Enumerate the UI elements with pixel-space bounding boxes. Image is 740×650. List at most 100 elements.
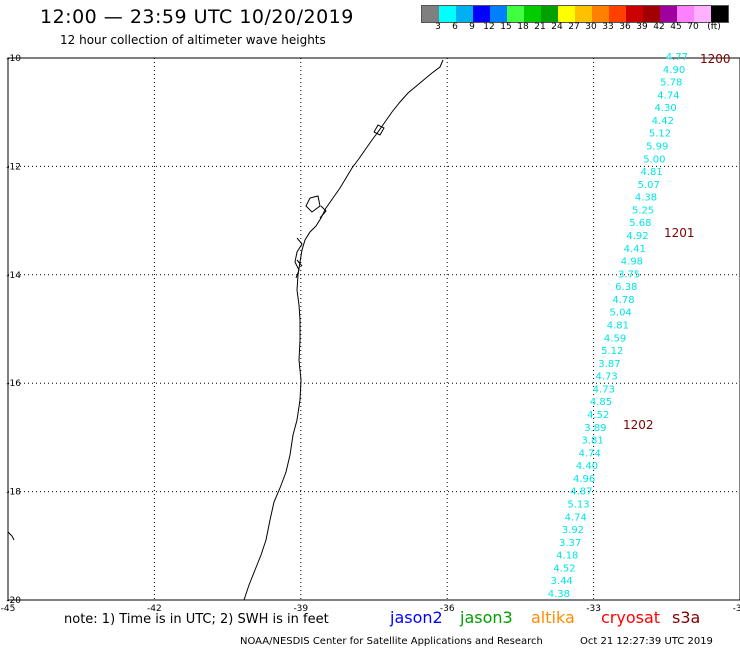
wave-height-label: 5.12: [601, 346, 623, 357]
wave-height-label: 4.52: [587, 410, 609, 421]
color-scale-label: 24: [551, 22, 563, 32]
wave-height-label: 4.74: [579, 448, 601, 459]
wave-height-label: 5.78: [660, 78, 682, 89]
map-subtitle: 12 hour collection of altimeter wave hei…: [60, 33, 326, 47]
color-swatch: [643, 6, 660, 22]
color-scale-label: 18: [517, 22, 529, 32]
wave-height-label: 3.89: [584, 423, 606, 434]
color-scale-label: 33: [602, 22, 614, 32]
color-scale-label: 15: [500, 22, 512, 32]
wave-height-label: 4.85: [590, 397, 612, 408]
legend-s3a: s3a: [672, 608, 701, 627]
wave-height-label: 4.92: [626, 231, 648, 242]
wave-height-label: 4.59: [604, 333, 626, 344]
color-scale-label: 9: [469, 22, 475, 32]
wave-height-label: 3.75: [618, 269, 640, 280]
longitude-label: -42: [147, 604, 162, 614]
legend-jason3: jason3: [460, 608, 513, 627]
latitude-label: -16: [6, 379, 21, 389]
wave-height-label: 4.52: [553, 563, 575, 574]
color-swatch: [507, 6, 524, 22]
wave-height-label: 4.41: [624, 244, 646, 255]
wave-height-label: 4.98: [621, 257, 643, 268]
map-title: 12:00 — 23:59 UTC 10/20/2019: [40, 6, 354, 28]
color-scale-label: 39: [636, 22, 648, 32]
wave-height-label: 4.38: [548, 589, 570, 600]
wave-height-label: 4.78: [612, 295, 634, 306]
wave-height-label: 4.96: [573, 474, 595, 485]
longitude-label: -36: [440, 604, 455, 614]
latitude-label: -10: [6, 54, 21, 64]
wave-height-label: 5.25: [632, 205, 654, 216]
color-swatch: [524, 6, 541, 22]
color-swatch: [456, 6, 473, 22]
axis-labels: -45 -42 -39 -36 -33 -30 -10 -12 -14 -16 -18 -20: [1, 54, 740, 614]
wave-height-label: 4.40: [576, 461, 598, 472]
wave-height-labels: 4.774.905.784.744.304.425.125.995.004.81…: [548, 52, 688, 600]
color-swatch: [541, 6, 558, 22]
wave-height-label: 3.44: [551, 576, 573, 587]
latitude-label: -14: [6, 271, 21, 281]
pass-time-label: 1201: [664, 226, 695, 240]
color-swatch: [422, 6, 439, 22]
wave-height-label: 4.87: [570, 487, 592, 498]
wave-height-label: 4.38: [635, 193, 657, 204]
wave-height-label: 4.73: [595, 372, 617, 383]
wave-height-label: 3.81: [581, 436, 603, 447]
legend-jason2: jason2: [390, 608, 443, 627]
legend-cryosat: cryosat: [601, 608, 661, 627]
wave-height-label: 5.13: [567, 500, 589, 511]
color-scale-label: 21: [534, 22, 546, 32]
color-swatch: [490, 6, 507, 22]
wave-height-label: 4.90: [663, 65, 685, 76]
color-swatch: [473, 6, 490, 22]
coastline-inlet: [294, 124, 385, 279]
latitude-label: -12: [6, 162, 21, 172]
color-scale-label: 45: [670, 22, 682, 32]
color-swatch: [626, 6, 643, 22]
wave-height-label: 4.81: [607, 321, 629, 332]
wave-height-label: 5.00: [643, 154, 665, 165]
wave-height-label: 4.77: [666, 52, 688, 63]
wave-height-label: 5.99: [646, 142, 668, 153]
wave-height-label: 5.12: [649, 129, 671, 140]
color-swatch: [694, 6, 711, 22]
wave-height-label: 4.42: [652, 116, 674, 127]
island-marker: [7, 531, 15, 541]
wave-height-label: 4.18: [556, 551, 578, 562]
wave-height-label: 3.87: [598, 359, 620, 370]
longitude-label: -39: [293, 604, 308, 614]
color-scale-label: 30: [585, 22, 597, 32]
wave-height-label: 4.81: [640, 167, 662, 178]
longitude-label: -30: [733, 604, 740, 614]
footnote: note: 1) Time is in UTC; 2) SWH is in fe…: [64, 612, 329, 627]
longitude-label: -45: [1, 604, 16, 614]
color-scale-label: 36: [619, 22, 631, 32]
wave-height-color-scale: [421, 5, 729, 23]
wave-height-label: 3.37: [559, 538, 581, 549]
pass-time-label: 1202: [623, 418, 654, 432]
color-swatch: [677, 6, 694, 22]
map-frame: [7, 57, 740, 601]
latitude-label: -20: [6, 596, 21, 606]
color-scale-labels: 3 6 9 12 15 18 21 24 27 30 33 36 39 42 45 70 (ft): [421, 22, 740, 34]
color-swatch: [711, 6, 728, 22]
wave-height-label: 5.07: [638, 180, 660, 191]
wave-height-label: 3.92: [562, 525, 584, 536]
wave-height-label: 5.04: [610, 308, 632, 319]
color-scale-label: 12: [483, 22, 495, 32]
pass-time-label: 1200: [700, 52, 731, 66]
color-scale-label: 3: [435, 22, 441, 32]
wave-height-label: 4.74: [565, 512, 587, 523]
latitude-label: -18: [6, 488, 21, 498]
legend-altika: altika: [531, 608, 575, 627]
color-scale-label: (ft): [707, 22, 721, 32]
longitude-label: -33: [586, 604, 601, 614]
color-scale-label: 70: [687, 22, 699, 32]
color-scale-label: 42: [653, 22, 665, 32]
generation-timestamp: Oct 21 12:27:39 UTC 2019: [580, 636, 713, 647]
coastline: [243, 59, 444, 601]
color-swatch: [558, 6, 575, 22]
map-grid: [8, 58, 740, 600]
